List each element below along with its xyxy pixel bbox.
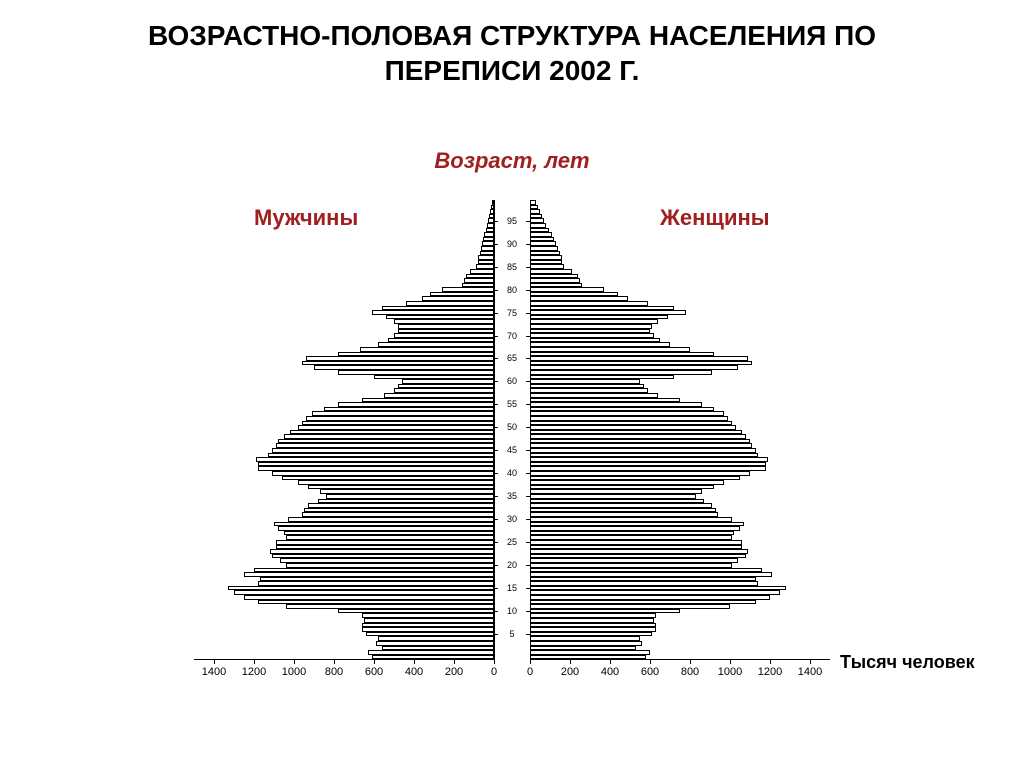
x-tick-label: 1200 <box>758 666 782 678</box>
x-tick-label: 800 <box>325 666 343 678</box>
x-tick-label: 400 <box>405 666 423 678</box>
x-tick-label: 1200 <box>242 666 266 678</box>
x-tick-label: 1000 <box>282 666 306 678</box>
pyramid-chart: 9590858075706560555045403530252015105 02… <box>194 200 830 689</box>
x-axis-label: Тысяч человек <box>840 652 975 673</box>
x-tick-label: 400 <box>601 666 619 678</box>
chart-title: ВОЗРАСТНО-ПОЛОВАЯ СТРУКТУРА НАСЕЛЕНИЯ ПО… <box>0 0 1024 88</box>
x-tick-label: 200 <box>445 666 463 678</box>
title-line-2: ПЕРЕПИСИ 2002 Г. <box>0 53 1024 88</box>
x-tick-label: 0 <box>491 666 497 678</box>
x-tick-label: 600 <box>365 666 383 678</box>
x-tick-label: 600 <box>641 666 659 678</box>
x-tick-label: 1400 <box>202 666 226 678</box>
x-tick-label: 200 <box>561 666 579 678</box>
title-line-1: ВОЗРАСТНО-ПОЛОВАЯ СТРУКТУРА НАСЕЛЕНИЯ ПО <box>0 18 1024 53</box>
x-axis: 0 200 400 600 800 1000 1200 1400 0 200 400 600 800 10… <box>194 659 830 689</box>
x-tick-label: 800 <box>681 666 699 678</box>
x-tick-label: 1000 <box>718 666 742 678</box>
x-tick-label: 0 <box>527 666 533 678</box>
chart-subtitle: Возраст, лет <box>0 88 1024 174</box>
x-tick-label: 1400 <box>798 666 822 678</box>
